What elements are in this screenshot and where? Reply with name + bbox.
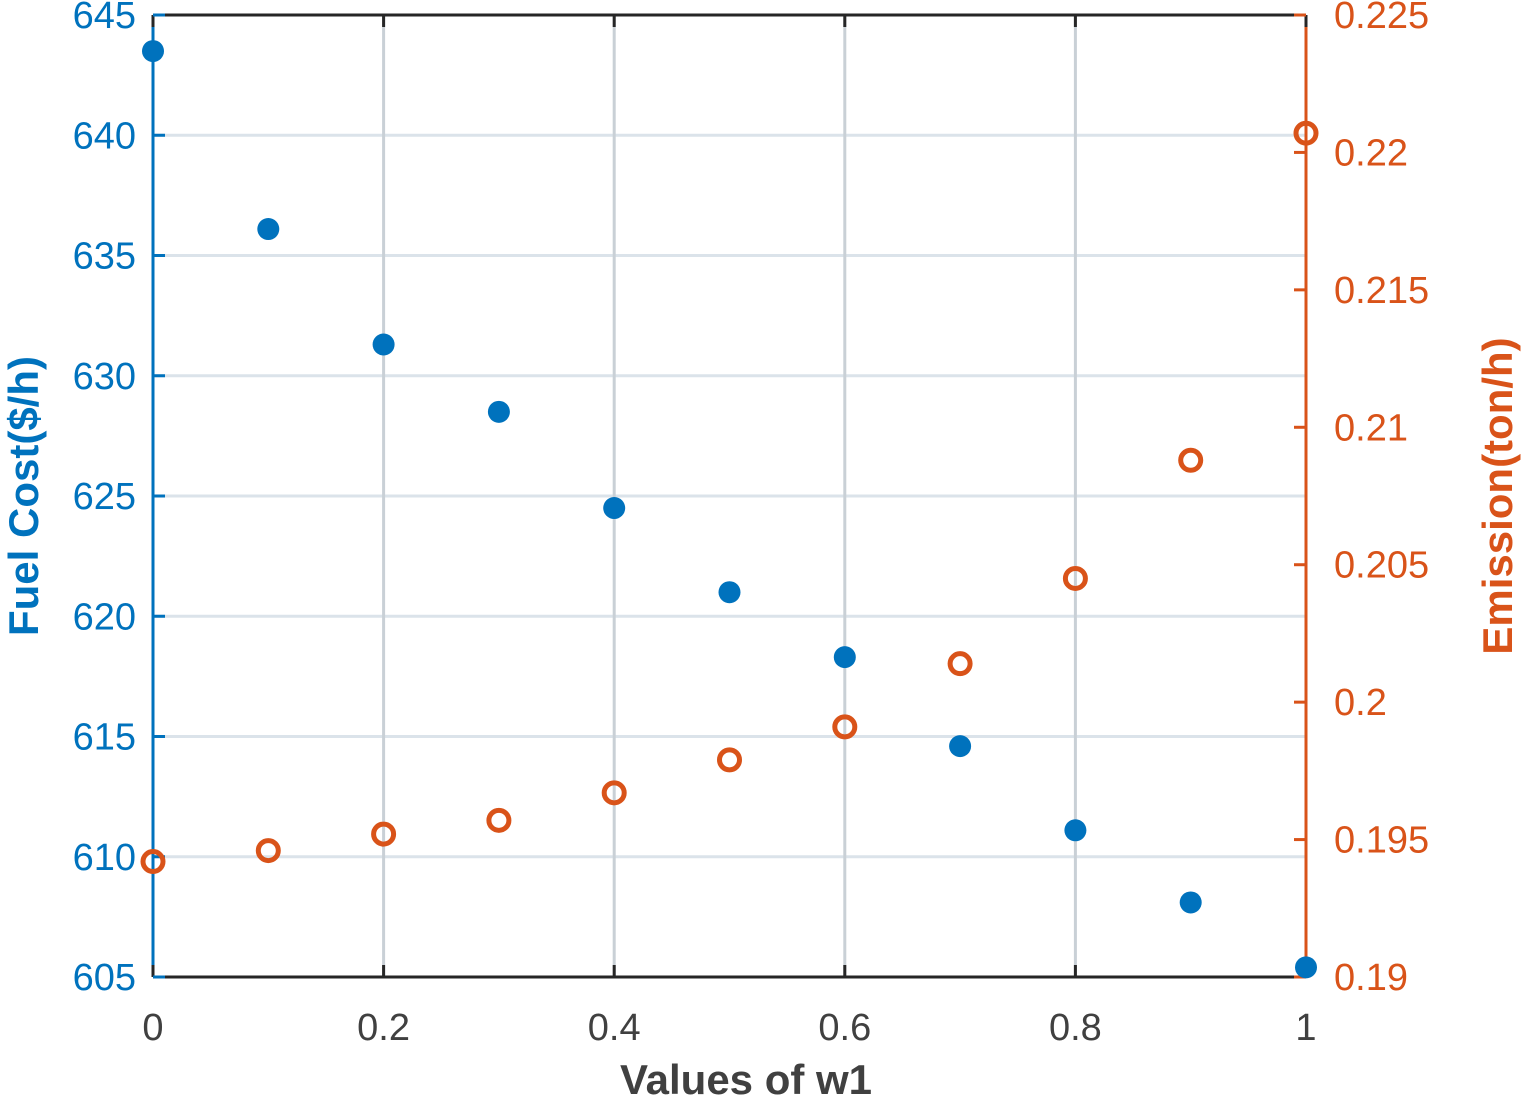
emission-point — [1062, 565, 1088, 591]
emission-point — [371, 821, 397, 847]
x-tick-label: 0.4 — [588, 1007, 641, 1049]
grid-layer — [151, 13, 1308, 979]
x-tick-label: 1 — [1295, 1007, 1316, 1049]
emission-point — [947, 651, 973, 677]
fuel-cost-point — [487, 400, 510, 423]
right-y-axis-title: Emission(ton/h) — [1474, 337, 1521, 654]
x-tick-label: 0.2 — [357, 1007, 410, 1049]
x-tick-label: 0.8 — [1049, 1007, 1102, 1049]
x-axis-title: Values of w1 — [620, 1056, 872, 1097]
right-y-tick-label: 0.2 — [1334, 682, 1387, 724]
fuel-cost-point — [257, 218, 280, 241]
right-y-tick-label: 0.215 — [1334, 270, 1429, 312]
left-y-tick-label: 610 — [73, 837, 136, 879]
fuel-cost-point — [1179, 891, 1202, 914]
fuel-cost-point — [372, 333, 395, 356]
emission-point — [255, 838, 281, 864]
right-y-tick-label: 0.225 — [1334, 0, 1429, 37]
fuel-cost-point — [949, 735, 972, 758]
emission-point — [140, 849, 166, 875]
series-layer — [140, 40, 1319, 979]
right-y-tick-label: 0.21 — [1334, 407, 1408, 449]
fuel-cost-point — [718, 581, 741, 604]
emission-point — [717, 747, 742, 773]
left-y-tick-label: 645 — [73, 0, 136, 37]
fuel-cost-point — [142, 40, 164, 63]
right-y-tick-label: 0.195 — [1334, 820, 1429, 862]
x-tick-label: 0.6 — [818, 1007, 871, 1049]
fuel-cost-point — [603, 497, 626, 520]
left-y-tick-label: 605 — [73, 957, 136, 999]
emission-point — [832, 714, 858, 740]
left-y-tick-label: 640 — [73, 115, 136, 157]
left-y-tick-label: 635 — [73, 236, 136, 278]
right-y-tick-label: 0.205 — [1334, 545, 1429, 587]
left-y-tick-label: 630 — [73, 356, 136, 398]
fuel-cost-point — [1064, 819, 1087, 842]
left-y-tick-label: 625 — [73, 476, 136, 518]
tick-labels: 0 0.2 0.4 0.6 0.8 1 605 610 615 620 625 630 635 640 64… — [73, 0, 1430, 1049]
left-y-axis-title: Fuel Cost($/h) — [0, 356, 47, 636]
left-y-tick-label: 620 — [73, 596, 136, 638]
fuel-cost-point — [833, 646, 856, 669]
right-y-tick-label: 0.19 — [1334, 957, 1408, 999]
left-y-tick-label: 615 — [73, 717, 136, 759]
x-tick-label: 0 — [142, 1007, 163, 1049]
axes-frame — [151, 13, 1308, 979]
emission-point — [486, 807, 512, 833]
emission-point — [1293, 120, 1319, 146]
fuel-cost-point — [1295, 956, 1317, 979]
emission-point — [1178, 447, 1204, 473]
right-y-tick-label: 0.22 — [1334, 132, 1408, 174]
emission-point — [601, 780, 627, 806]
